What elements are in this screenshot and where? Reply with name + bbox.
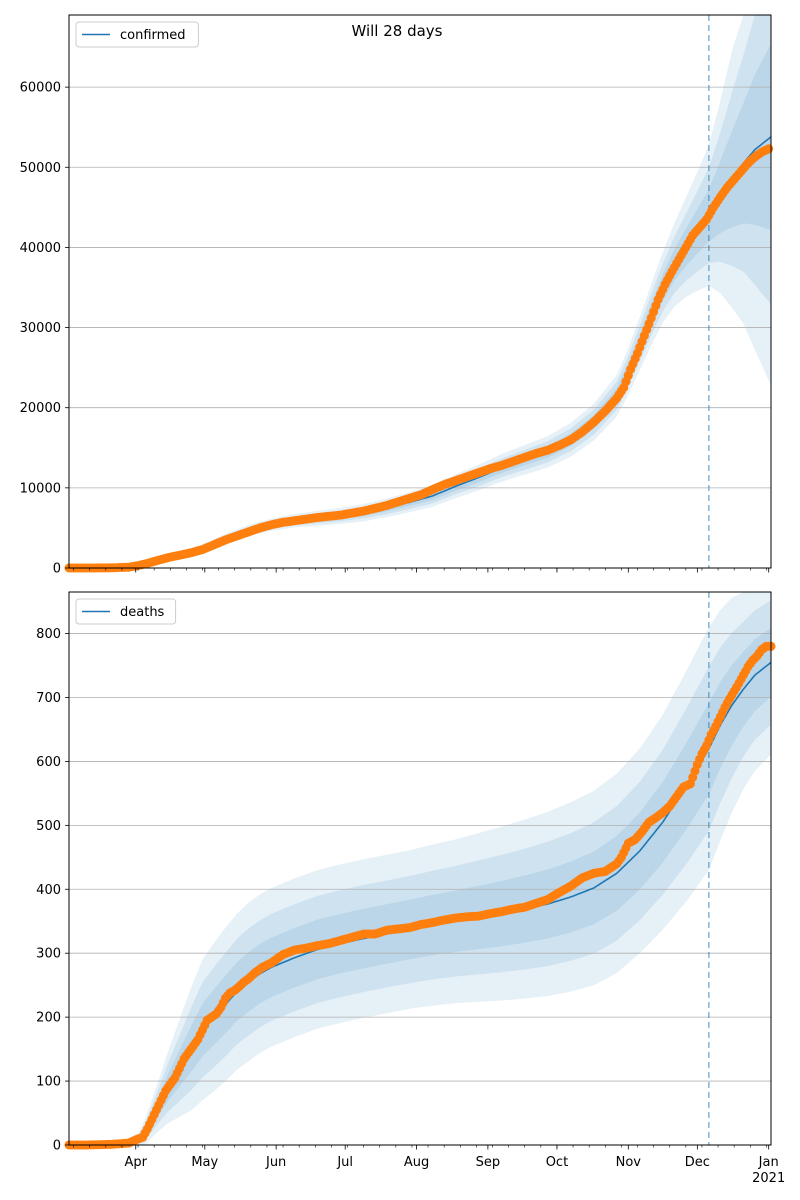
confirmed-panel: 0 10000 20000 30000 40000 50000 60000 confirme… bbox=[20, 14, 774, 577]
confirmed-x-axis bbox=[73, 568, 770, 573]
deaths-legend-box bbox=[75, 598, 177, 625]
deaths-uncertainty-bands bbox=[69, 592, 771, 1145]
confirmed-observed-point bbox=[764, 144, 774, 154]
confirmed-band-1 bbox=[69, 15, 771, 568]
confirmed-ytick-label: 30000 bbox=[20, 321, 61, 336]
x-tick-label: Dec bbox=[685, 1155, 710, 1170]
deaths-ytick-label: 600 bbox=[36, 755, 61, 770]
x-tick-label: Jun bbox=[265, 1155, 286, 1170]
x-tick-label: Oct bbox=[546, 1155, 568, 1170]
confirmed-ytick-label: 60000 bbox=[20, 81, 61, 96]
deaths-y-axis: 0 100 200 300 400 500 600 700 800 bbox=[36, 627, 69, 1154]
x-tick-label: Nov bbox=[616, 1155, 642, 1170]
confirmed-band-0 bbox=[69, 15, 771, 568]
deaths-ytick-label: 800 bbox=[36, 627, 61, 642]
deaths-panel: 0 100 200 300 400 500 600 700 800 Apr May Jun Jul Au… bbox=[36, 591, 785, 1186]
confirmed-ytick-label: 10000 bbox=[20, 481, 61, 496]
deaths-axes-frame bbox=[68, 591, 772, 1146]
deaths-ytick-label: 100 bbox=[36, 1075, 61, 1090]
confirmed-ytick-label: 0 bbox=[53, 562, 61, 577]
confirmed-y-axis: 0 10000 20000 30000 40000 50000 60000 bbox=[20, 81, 69, 577]
deaths-ytick-label: 0 bbox=[53, 1139, 61, 1154]
x-tick-label: Aug bbox=[404, 1155, 429, 1170]
confirmed-uncertainty-bands bbox=[69, 15, 771, 568]
deaths-ytick-label: 500 bbox=[36, 819, 61, 834]
deaths-legend-label: deaths bbox=[120, 605, 165, 620]
confirmed-ytick-label: 40000 bbox=[20, 241, 61, 256]
x-tick-label: May bbox=[191, 1155, 218, 1170]
x-tick-label: Jan bbox=[758, 1155, 779, 1170]
confirmed-legend-box bbox=[75, 21, 199, 48]
deaths-ytick-label: 200 bbox=[36, 1011, 61, 1026]
confirmed-ytick-label: 20000 bbox=[20, 401, 61, 416]
deaths-legend: deaths bbox=[75, 598, 177, 625]
deaths-band-1 bbox=[69, 600, 771, 1145]
figure-title: Will 28 days bbox=[351, 22, 442, 40]
x-tick-label: Apr bbox=[124, 1155, 147, 1170]
deaths-ytick-label: 700 bbox=[36, 691, 61, 706]
confirmed-ytick-label: 50000 bbox=[20, 161, 61, 176]
deaths-band-0 bbox=[69, 592, 771, 1145]
deaths-band-2 bbox=[69, 627, 771, 1145]
confirmed-axes-frame bbox=[68, 14, 772, 569]
x-tick-label: Jul bbox=[336, 1155, 353, 1170]
confirmed-legend: confirmed bbox=[75, 21, 199, 48]
x-year-label: 2021 bbox=[752, 1171, 785, 1186]
confirmed-legend-label: confirmed bbox=[120, 28, 186, 43]
deaths-ytick-label: 300 bbox=[36, 947, 61, 962]
deaths-ytick-label: 400 bbox=[36, 883, 61, 898]
x-tick-label: Sep bbox=[476, 1155, 501, 1170]
